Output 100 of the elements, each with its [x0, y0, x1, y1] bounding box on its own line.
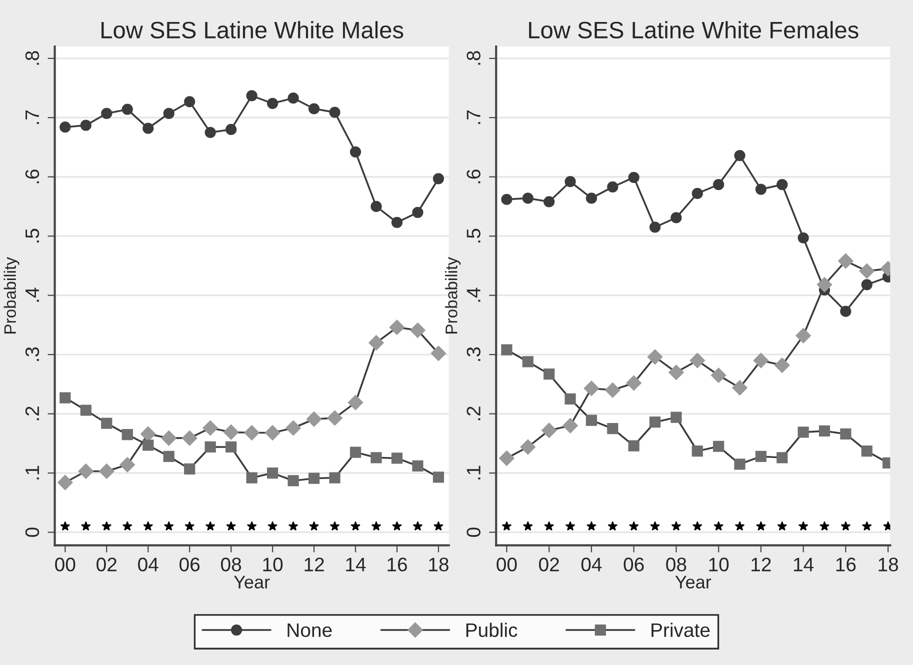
- point: [586, 414, 598, 426]
- point: [840, 428, 852, 440]
- point: [564, 393, 576, 405]
- point: [182, 430, 198, 446]
- point: [432, 472, 444, 483]
- point: [861, 446, 872, 457]
- chart-title: Low SES Latine White Females: [529, 21, 858, 38]
- point: [163, 450, 174, 462]
- x-tick-label: 12: [304, 558, 324, 572]
- point: [714, 521, 724, 530]
- point: [329, 106, 340, 118]
- point: [798, 232, 809, 244]
- point: [796, 328, 811, 344]
- point: [756, 521, 766, 530]
- point: [798, 426, 809, 438]
- x-tick-label: 12: [752, 558, 771, 572]
- point: [520, 439, 536, 455]
- legend-label: Private: [652, 622, 710, 638]
- point: [861, 279, 872, 290]
- legend-label: None: [288, 623, 332, 638]
- point: [143, 521, 153, 530]
- point: [753, 352, 769, 368]
- point: [161, 430, 176, 446]
- point: [430, 346, 446, 361]
- point: [266, 467, 278, 479]
- point: [713, 179, 724, 190]
- point: [288, 475, 299, 486]
- point: [840, 306, 852, 317]
- point: [734, 150, 746, 162]
- x-tick-label: 16: [388, 558, 407, 572]
- y-tick-label: .6: [466, 170, 480, 184]
- point: [247, 521, 256, 530]
- y-tick-label: .5: [466, 228, 480, 242]
- point: [605, 382, 620, 398]
- x-tick-label: 18: [878, 558, 898, 572]
- point: [732, 380, 748, 396]
- point: [350, 521, 360, 530]
- point: [542, 422, 557, 438]
- point: [288, 92, 299, 104]
- point: [670, 212, 682, 224]
- point: [392, 521, 402, 530]
- point: [434, 521, 444, 530]
- point: [502, 521, 512, 530]
- point: [327, 410, 342, 426]
- x-tick-label: 02: [539, 558, 559, 572]
- y-tick-label: .7: [26, 110, 39, 124]
- point: [692, 188, 703, 200]
- point: [816, 277, 832, 292]
- point: [60, 521, 70, 530]
- x-tick-label: 04: [581, 558, 602, 572]
- point: [204, 126, 216, 138]
- point: [776, 452, 788, 464]
- point: [672, 521, 681, 530]
- point: [413, 521, 422, 530]
- point: [562, 418, 578, 434]
- point: [163, 108, 174, 120]
- point: [412, 460, 424, 472]
- point: [584, 380, 600, 396]
- point: [142, 122, 154, 134]
- point: [650, 521, 660, 530]
- x-tick-label: 06: [180, 558, 200, 572]
- y-tick-label: .4: [466, 288, 480, 302]
- point: [713, 440, 724, 452]
- point: [692, 521, 702, 530]
- point: [122, 104, 133, 115]
- point: [774, 358, 790, 373]
- point: [798, 521, 808, 530]
- point: [607, 423, 618, 434]
- chart-title: Low SES Latine White Males: [102, 21, 404, 38]
- y-axis-title: Probability: [445, 257, 461, 334]
- y-tick-label: .8: [25, 51, 40, 65]
- point: [859, 263, 874, 279]
- point: [734, 458, 746, 470]
- point: [841, 521, 850, 530]
- x-tick-label: 14: [346, 558, 366, 572]
- point: [101, 418, 112, 429]
- y-tick-label: .3: [25, 347, 40, 361]
- point: [410, 322, 426, 338]
- point: [329, 472, 340, 484]
- point: [522, 356, 534, 368]
- point: [350, 446, 362, 458]
- x-tick-label: 10: [709, 558, 729, 572]
- point: [586, 521, 596, 530]
- point: [389, 320, 405, 335]
- point: [735, 521, 744, 530]
- point: [102, 521, 112, 530]
- point: [501, 194, 512, 205]
- y-tick-label: .2: [25, 406, 39, 420]
- point: [226, 441, 237, 453]
- y-tick-label: .3: [466, 347, 480, 361]
- point: [80, 404, 92, 416]
- point: [266, 98, 278, 109]
- point: [368, 335, 384, 350]
- y-tick-label: .7: [466, 110, 480, 124]
- point: [78, 464, 94, 479]
- point: [140, 426, 156, 442]
- y-tick-label: 0: [25, 528, 40, 537]
- point: [391, 452, 403, 464]
- point: [246, 472, 258, 484]
- point: [776, 179, 788, 190]
